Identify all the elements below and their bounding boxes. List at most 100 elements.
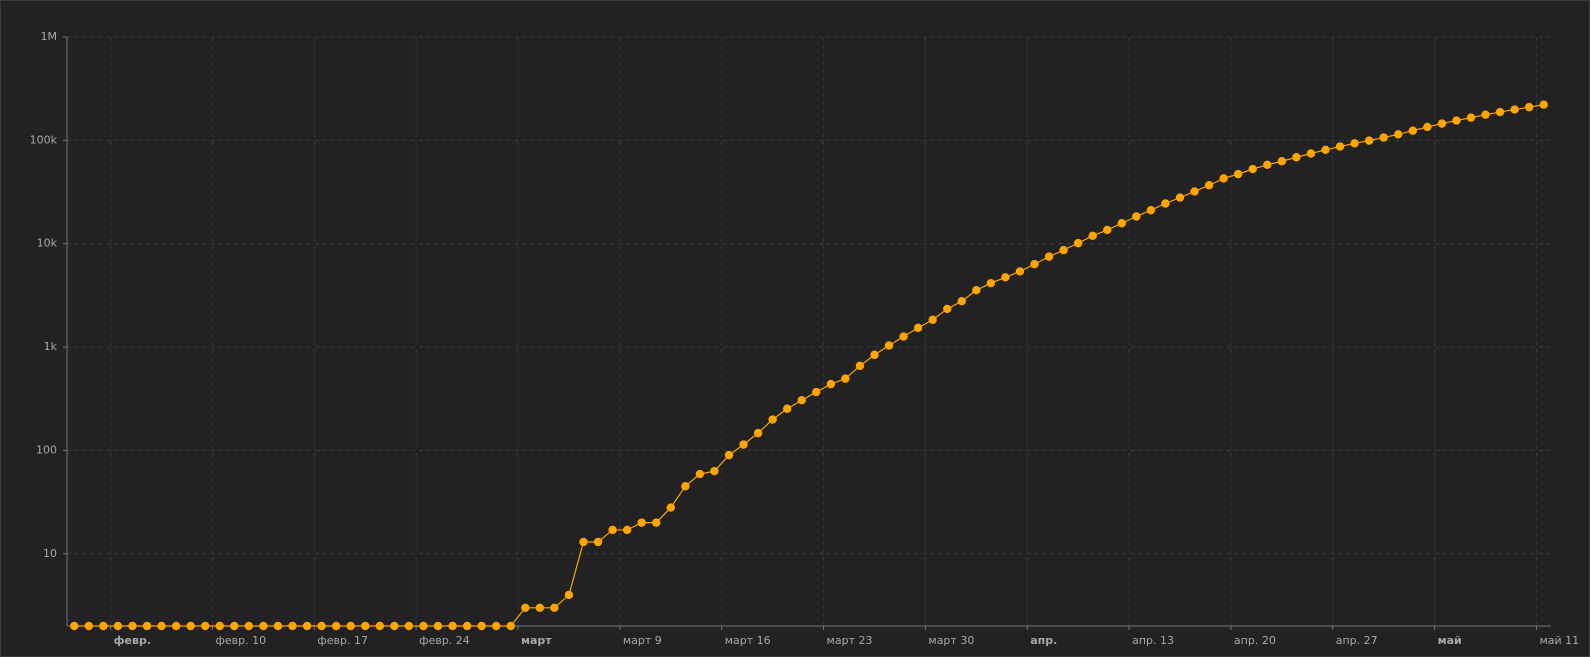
- point: [70, 621, 79, 631]
- point: [1088, 231, 1097, 241]
- x-tick-label: май 11: [1539, 634, 1579, 647]
- point: [361, 621, 370, 631]
- y-tick-label: 10: [43, 547, 57, 560]
- point: [1001, 273, 1010, 282]
- point: [1452, 116, 1461, 125]
- point: [1263, 160, 1272, 170]
- point: [1103, 225, 1112, 235]
- y-tick-label: 1k: [44, 340, 58, 353]
- point: [1292, 153, 1301, 162]
- point: [1204, 181, 1214, 190]
- point: [564, 590, 574, 600]
- point: [1350, 139, 1359, 148]
- point: [157, 621, 166, 631]
- point: [273, 621, 283, 631]
- point: [230, 621, 239, 631]
- x-tick-label: февр. 10: [215, 634, 266, 647]
- point: [608, 525, 617, 535]
- point: [957, 297, 966, 306]
- point: [899, 332, 908, 341]
- point: [622, 525, 632, 535]
- point: [652, 518, 661, 527]
- point: [841, 374, 850, 383]
- point: [928, 315, 937, 324]
- point: [506, 621, 515, 631]
- x-tick-label: февр. 24: [419, 634, 470, 647]
- point: [1059, 245, 1068, 255]
- point: [331, 621, 341, 631]
- point: [695, 469, 705, 479]
- point: [826, 379, 836, 389]
- point: [317, 621, 326, 631]
- point: [1030, 259, 1039, 269]
- x-tick-label: март 23: [827, 634, 873, 647]
- point: [593, 537, 603, 547]
- point: [1175, 193, 1185, 202]
- y-tick-label: 100k: [30, 133, 58, 146]
- point: [1044, 252, 1054, 261]
- x-tick-label: май: [1438, 634, 1462, 647]
- point: [84, 621, 94, 631]
- point: [1306, 149, 1316, 158]
- point: [433, 621, 443, 631]
- point: [739, 440, 748, 449]
- point: [1466, 113, 1476, 122]
- y-tick-label: 10k: [37, 237, 58, 250]
- point: [1495, 107, 1505, 117]
- point: [710, 466, 719, 476]
- x-tick-label: март: [521, 634, 552, 647]
- point: [259, 621, 268, 631]
- point: [1233, 169, 1243, 179]
- point: [1510, 105, 1519, 114]
- point: [1248, 164, 1257, 174]
- point: [215, 621, 224, 631]
- point: [201, 621, 210, 631]
- point: [419, 621, 428, 631]
- point: [870, 350, 879, 360]
- point: [448, 621, 457, 631]
- point: [1394, 130, 1403, 139]
- point: [943, 304, 952, 314]
- point: [1117, 219, 1127, 228]
- point: [113, 621, 123, 631]
- x-tick-label: март 9: [623, 634, 662, 647]
- point: [1524, 102, 1534, 112]
- point: [1146, 205, 1156, 215]
- point: [142, 621, 152, 631]
- point: [782, 404, 792, 413]
- x-tick-label: март 30: [928, 634, 974, 647]
- point: [186, 621, 195, 631]
- x-tick-label: апр. 13: [1132, 634, 1174, 647]
- point: [1481, 110, 1490, 119]
- point: [1073, 238, 1083, 248]
- x-tick-label: март 16: [725, 634, 771, 647]
- y-tick-label: 100: [36, 443, 57, 456]
- point: [99, 621, 108, 631]
- point: [666, 503, 675, 512]
- point: [288, 621, 297, 631]
- x-tick-label: апр. 27: [1336, 634, 1378, 647]
- point: [1335, 142, 1345, 151]
- point: [1190, 187, 1199, 196]
- point: [972, 286, 981, 295]
- point: [913, 323, 923, 333]
- point: [1132, 212, 1141, 221]
- point: [521, 603, 530, 613]
- point: [884, 341, 894, 350]
- point: [1321, 145, 1330, 155]
- point: [1161, 199, 1170, 208]
- point: [491, 621, 501, 631]
- point: [404, 621, 414, 631]
- point: [724, 450, 734, 460]
- point: [1219, 174, 1228, 183]
- point: [681, 482, 690, 491]
- point: [1437, 119, 1447, 128]
- point: [550, 603, 559, 613]
- x-tick-label: апр. 20: [1234, 634, 1276, 647]
- point: [244, 621, 254, 631]
- point: [462, 621, 472, 631]
- point: [535, 603, 545, 613]
